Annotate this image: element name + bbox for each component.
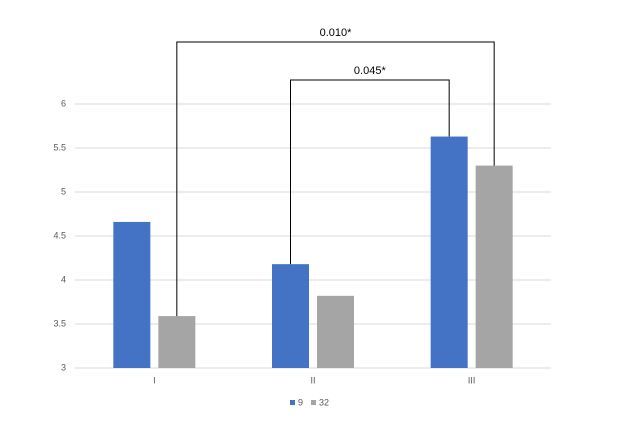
significance-bracket bbox=[176, 41, 495, 317]
x-tick-label: III bbox=[468, 375, 476, 385]
y-tick-label: 5.5 bbox=[53, 142, 66, 152]
bar bbox=[272, 264, 309, 368]
x-tick-label: II bbox=[310, 375, 315, 385]
bar bbox=[430, 136, 468, 368]
bar bbox=[317, 295, 354, 368]
y-tick-label: 5 bbox=[61, 186, 66, 196]
bar bbox=[158, 316, 196, 368]
annotation: 0.045* bbox=[354, 65, 387, 77]
bar bbox=[475, 165, 513, 368]
x-tick-label: I bbox=[153, 375, 156, 385]
legend-swatch bbox=[290, 400, 295, 405]
y-tick-label: 6 bbox=[61, 98, 66, 108]
legend-label: 9 bbox=[298, 397, 303, 407]
bar bbox=[113, 221, 151, 368]
y-tick-label: 3 bbox=[61, 362, 66, 372]
annotation: 0.010* bbox=[320, 27, 353, 39]
y-tick-label: 3.5 bbox=[53, 318, 66, 328]
y-tick-label: 4 bbox=[61, 274, 66, 284]
legend-swatch bbox=[311, 400, 317, 405]
legend-label: 32 bbox=[319, 397, 329, 407]
y-tick-label: 4.5 bbox=[53, 230, 66, 240]
significance-bracket bbox=[290, 79, 450, 265]
